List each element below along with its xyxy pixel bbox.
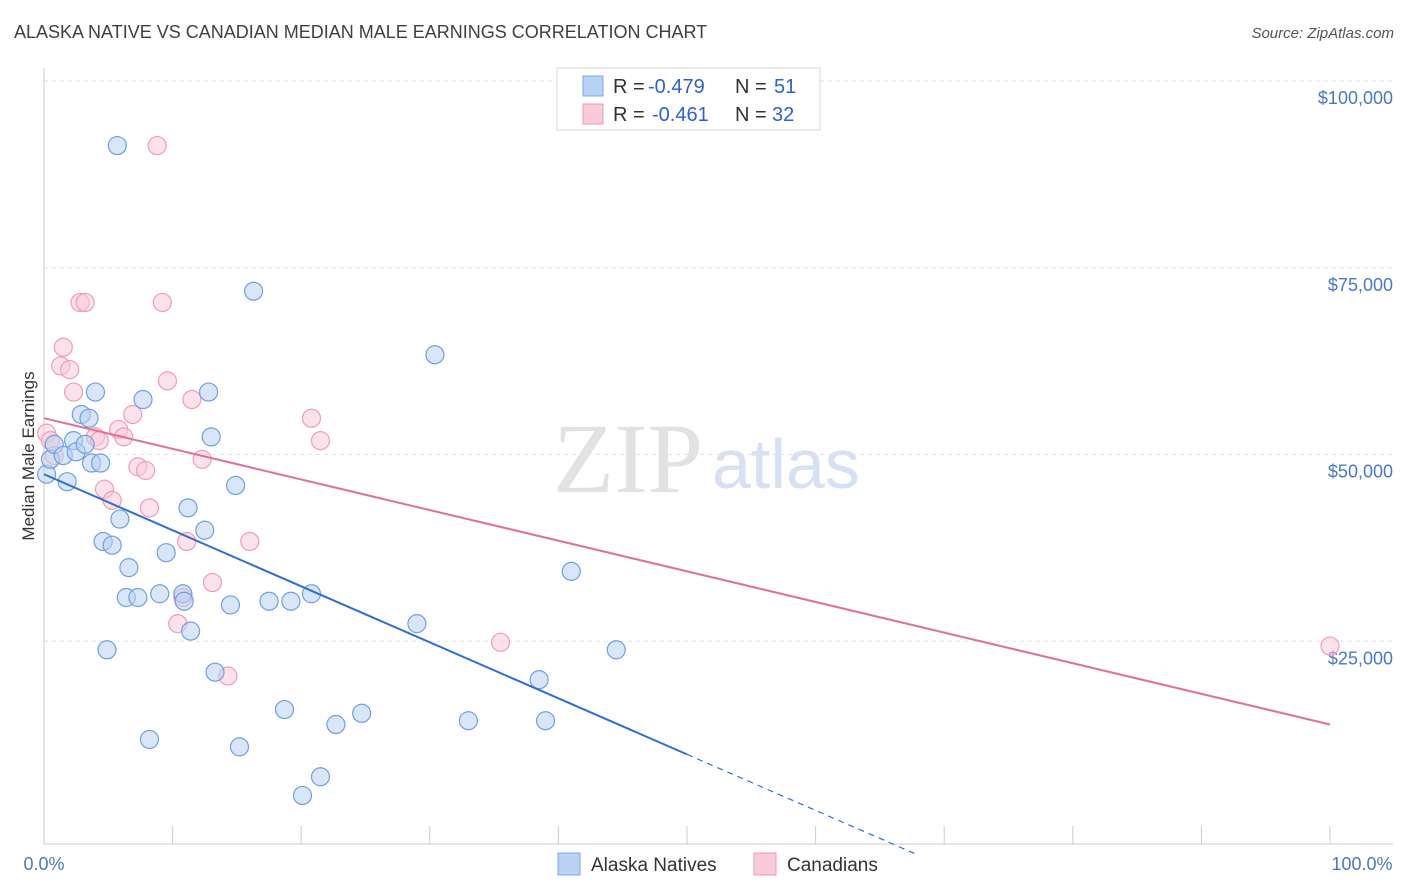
stats-legend-swatch-pink <box>582 103 604 125</box>
canadians-point <box>123 404 143 425</box>
x-tick-label-left: 0.0% <box>23 854 64 874</box>
alaska-natives-points <box>36 135 626 806</box>
alaska-natives-point <box>425 345 445 365</box>
trend-lines <box>43 417 1331 856</box>
alaska-natives-point <box>259 591 279 611</box>
canadians-point <box>1320 636 1340 656</box>
canadians-point <box>192 449 212 469</box>
alaska-natives-point <box>156 543 176 563</box>
stats-legend-r-label-1: R = <box>613 76 645 98</box>
alaska-natives-point <box>606 640 626 660</box>
alaska-natives-point <box>75 434 95 454</box>
watermark-zip: ZIP <box>553 403 703 514</box>
alaska-natives-point <box>201 427 221 447</box>
watermark: ZIP atlas <box>553 403 860 514</box>
alaska-natives-point <box>326 714 346 735</box>
stats-legend-r-value-1: -0.479 <box>648 76 705 98</box>
chart-title: ALASKA NATIVE VS CANADIAN MEDIAN MALE EA… <box>14 22 707 42</box>
alaska-natives-point <box>458 711 478 731</box>
alaska-natives-point <box>274 699 295 720</box>
y-tick-label: $25,000 <box>1328 648 1393 668</box>
stats-legend-n-label-2: N = <box>735 104 767 126</box>
canadians-point <box>157 371 178 391</box>
alaska-natives-point <box>226 475 246 496</box>
alaska-natives-trend-line <box>43 473 688 756</box>
alaska-natives-trend-line-extension <box>686 753 919 856</box>
alaska-natives-point <box>535 711 556 731</box>
series-legend-swatch-canadians <box>753 852 777 876</box>
alaska-natives-point <box>107 135 127 156</box>
alaska-natives-point <box>310 767 331 787</box>
series-legend-label-alaska-natives: Alaska Natives <box>591 855 717 876</box>
alaska-natives-point <box>292 785 313 806</box>
alaska-natives-point <box>220 595 241 615</box>
alaska-natives-point <box>119 558 139 578</box>
x-tick-label-right: 100.0% <box>1331 854 1392 874</box>
alaska-natives-point <box>139 729 160 750</box>
alaska-natives-point <box>181 621 201 641</box>
canadians-point <box>490 632 511 652</box>
series-legend: Alaska Natives Canadians <box>557 852 878 876</box>
alaska-natives-point <box>128 587 148 608</box>
alaska-natives-point <box>133 389 153 410</box>
alaska-natives-point <box>229 737 250 757</box>
canadians-point <box>182 389 202 410</box>
canadians-point <box>202 572 223 593</box>
canadians-point <box>135 460 156 481</box>
stats-legend-n-value-2: 32 <box>772 104 794 126</box>
alaska-natives-point <box>205 662 225 682</box>
alaska-natives-point <box>178 498 198 518</box>
alaska-natives-point <box>110 509 130 529</box>
stats-legend-swatch-blue <box>582 75 604 97</box>
alaska-natives-point <box>281 591 301 611</box>
canadians-point <box>147 135 167 156</box>
canadians-point <box>310 431 331 451</box>
canadians-trend-line <box>43 417 1331 726</box>
alaska-natives-point <box>79 408 99 428</box>
watermark-atlas: atlas <box>712 425 860 503</box>
alaska-natives-point <box>90 453 111 473</box>
canadians-point <box>301 408 322 428</box>
stats-legend-n-value-1: 51 <box>774 76 796 98</box>
canadians-point <box>75 292 95 313</box>
stats-legend-r-value-2: -0.461 <box>652 104 709 126</box>
gridlines <box>44 80 1393 642</box>
alaska-natives-point <box>150 584 170 604</box>
alaska-natives-point <box>199 382 219 402</box>
series-legend-swatch-alaska-natives <box>557 852 581 876</box>
alaska-natives-point <box>352 703 372 723</box>
stats-legend-r-label-2: R = <box>613 104 645 126</box>
y-tick-label: $100,000 <box>1318 88 1393 108</box>
canadians-point <box>177 531 197 552</box>
y-tick-label: $75,000 <box>1328 275 1393 295</box>
y-tick-label: $50,000 <box>1328 462 1393 482</box>
alaska-natives-point <box>244 281 264 301</box>
alaska-natives-point <box>195 520 215 540</box>
series-legend-label-canadians: Canadians <box>787 855 878 876</box>
chart-source: Source: ZipAtlas.com <box>1251 25 1394 42</box>
stats-legend-n-label-1: N = <box>735 76 767 98</box>
canadians-point <box>60 360 80 380</box>
canadians-point <box>240 531 260 552</box>
canadians-point <box>63 382 84 402</box>
alaska-natives-point <box>97 640 117 660</box>
alaska-natives-point <box>407 614 427 634</box>
alaska-natives-point <box>174 591 194 611</box>
stats-legend: R = -0.479 N = 51 R = -0.461 N = 32 <box>556 67 821 131</box>
canadians-point <box>53 337 73 357</box>
y-tick-labels: $100,000 $75,000 $50,000 $25,000 <box>1318 88 1393 668</box>
x-axis-ticks <box>43 826 1331 844</box>
alaska-natives-point <box>85 382 106 402</box>
y-axis-label: Median Male Earnings <box>19 371 38 540</box>
alaska-natives-point <box>561 561 581 581</box>
alaska-natives-point <box>102 535 122 555</box>
canadians-point <box>152 292 172 313</box>
canadians-point <box>139 498 160 518</box>
alaska-natives-point <box>529 670 549 690</box>
